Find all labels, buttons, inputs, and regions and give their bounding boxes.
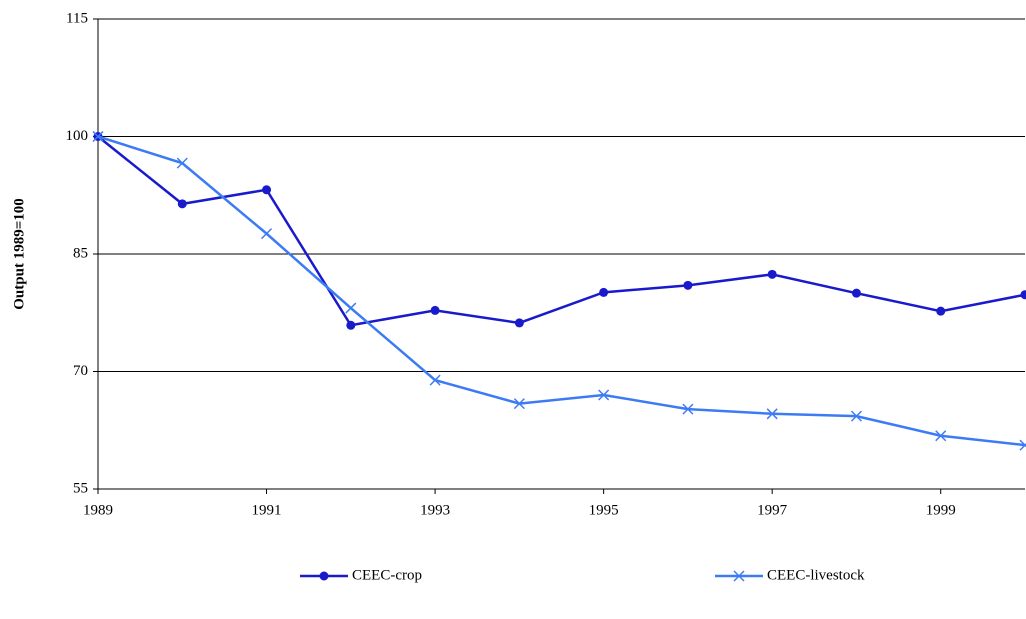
point [176,157,188,169]
legend-label: CEEC-crop [352,567,422,583]
x-tick-label: 1993 [420,502,450,518]
point [429,374,441,386]
point [766,408,778,420]
y-tick-label: 70 [73,363,88,379]
point [430,305,440,315]
y-axis-label: Output 1989=100 [11,198,27,309]
point [346,320,356,330]
point [935,430,947,442]
x-tick-label: 1997 [757,502,788,518]
point [733,570,745,582]
point [936,306,946,316]
point [177,199,187,209]
point [682,403,694,415]
point [262,185,272,195]
point [514,318,524,328]
y-tick-label: 100 [66,128,89,144]
x-tick-label: 1995 [589,502,619,518]
point [767,269,777,279]
point [850,410,862,422]
x-tick-label: 1989 [83,502,113,518]
point [319,571,329,581]
x-tick-label: 1991 [252,502,282,518]
line [97,135,1026,447]
x-tick-label: 1999 [926,502,956,518]
point [1019,439,1026,451]
line [97,135,1026,327]
point [683,280,693,290]
y-tick-label: 55 [73,480,88,496]
point [513,398,525,410]
point [92,130,104,143]
point [261,228,273,240]
point [598,389,610,401]
point [345,302,357,314]
point [851,288,861,298]
point [1020,290,1026,300]
legend-label: CEEC-livestock [767,567,865,583]
y-tick-label: 85 [73,245,88,261]
point [599,287,609,297]
y-tick-label: 115 [66,10,88,26]
